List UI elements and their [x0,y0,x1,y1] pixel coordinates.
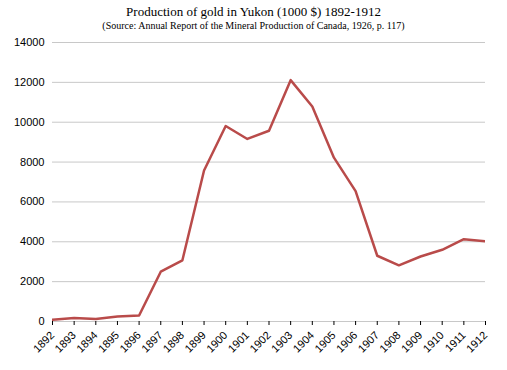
svg-text:14000: 14000 [14,36,45,48]
svg-text:1909: 1909 [399,329,425,355]
svg-text:1911: 1911 [443,329,468,354]
html-text:(Source: Annual Report of the: (Source: Annual Report of the Mineral Pr… [102,20,405,31]
svg-text:4000: 4000 [20,235,44,247]
svg-text:1906: 1906 [334,329,360,355]
svg-text:1905: 1905 [312,329,338,355]
html-text:Production of gold in Yukon (1: Production of gold in Yukon (1000 $) 189… [126,4,381,19]
svg-text:1912: 1912 [464,329,490,355]
svg-text:2000: 2000 [20,275,44,287]
svg-text:12000: 12000 [14,76,45,88]
svg-text:1893: 1893 [52,329,78,355]
svg-text:10000: 10000 [14,116,45,128]
svg-text:1901: 1901 [225,329,251,355]
svg-text:1908: 1908 [377,329,403,355]
svg-text:1897: 1897 [139,329,165,355]
svg-text:1899: 1899 [182,329,208,355]
svg-text:6000: 6000 [20,195,44,207]
svg-text:8000: 8000 [20,156,44,168]
svg-text:1903: 1903 [269,329,295,355]
svg-text:1892: 1892 [31,329,57,355]
svg-text:0: 0 [38,315,44,327]
svg-text:1894: 1894 [74,329,100,355]
svg-text:1896: 1896 [117,329,143,355]
svg-text:1907: 1907 [355,329,381,355]
svg-text:1898: 1898 [161,329,187,355]
svg-text:1904: 1904 [290,329,316,355]
svg-text:1910: 1910 [420,329,446,355]
svg-text:1902: 1902 [247,329,273,355]
svg-text:1895: 1895 [96,329,122,355]
svg-text:1900: 1900 [204,329,230,355]
